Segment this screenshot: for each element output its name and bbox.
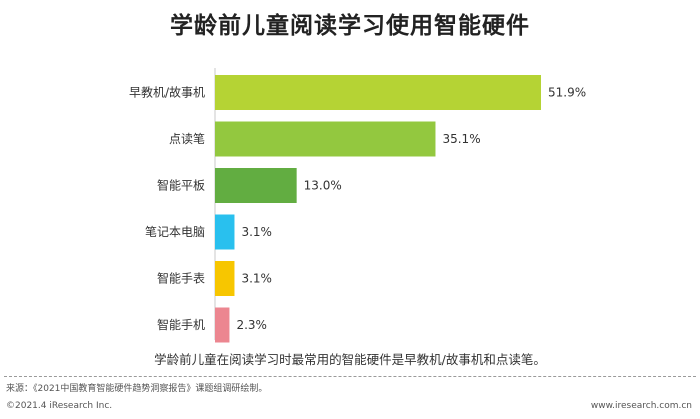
category-label: 笔记本电脑 — [145, 224, 205, 239]
bar-chart: 早教机/故事机 51.9% 点读笔 35.1% 智能平板 13.0% 笔记本电脑 3.1% 智能… — [129, 68, 586, 343]
value-label: 51.9% — [548, 86, 586, 100]
bar-1 — [215, 121, 436, 157]
copyright-text: ©2021.4 iResearch Inc. — [6, 401, 113, 411]
value-label: 2.3% — [236, 318, 267, 332]
category-label: 智能平板 — [157, 178, 205, 193]
bar-5 — [215, 307, 230, 343]
value-label: 35.1% — [442, 132, 480, 146]
category-label: 早教机/故事机 — [129, 85, 205, 100]
category-label: 智能手机 — [157, 317, 205, 332]
source-text: 来源：《2021中国教育智能硬件趋势洞察报告》课题组调研绘制。 — [6, 384, 268, 394]
bar-3 — [215, 214, 235, 250]
website-text: www.iresearch.com.cn — [590, 401, 692, 411]
footer-divider — [4, 376, 696, 377]
bar-4 — [215, 261, 235, 296]
bar-0 — [215, 75, 541, 110]
chart-note: 学龄前儿童在阅读学习时最常用的智能硬件是早教机/故事机和点读笔。 — [154, 352, 546, 367]
value-label: 3.1% — [241, 272, 271, 286]
category-label: 智能手表 — [157, 271, 205, 286]
chart-title: 学龄前儿童阅读学习使用智能硬件 — [170, 13, 530, 39]
bar-2 — [215, 168, 297, 203]
value-label: 3.1% — [241, 225, 271, 239]
category-label: 点读笔 — [169, 131, 205, 146]
value-label: 13.0% — [304, 179, 342, 193]
